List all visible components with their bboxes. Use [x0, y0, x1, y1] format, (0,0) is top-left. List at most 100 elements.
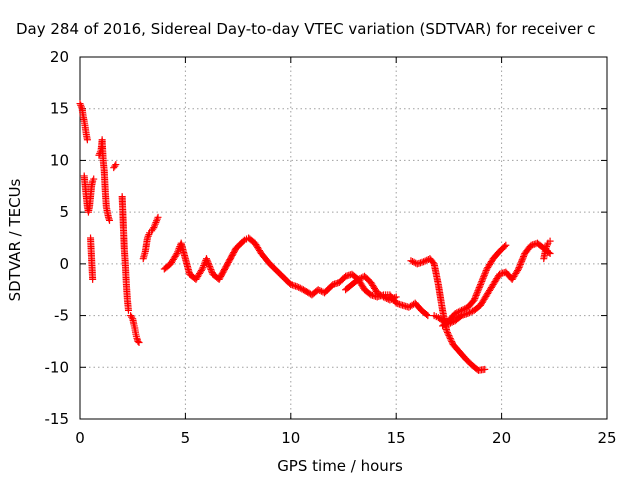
y-axis-label: SDTVAR / TECUs: [6, 178, 24, 301]
data-point: [475, 284, 483, 292]
data-point: [89, 275, 97, 283]
data-point: [453, 309, 461, 317]
data-point: [204, 258, 212, 266]
series-seg-early-mid: [80, 172, 98, 216]
data-point: [516, 262, 524, 270]
data-points: [76, 100, 554, 374]
data-point: [479, 274, 487, 282]
series-seg-2h-descent: [118, 193, 132, 314]
data-point: [514, 265, 522, 273]
data-point: [199, 263, 207, 271]
series-seg-1h: [95, 136, 114, 224]
data-point: [208, 267, 216, 275]
data-point: [439, 317, 447, 325]
data-point: [383, 295, 391, 303]
data-point: [480, 271, 488, 279]
data-point: [451, 310, 459, 318]
data-point: [470, 296, 478, 304]
data-point: [134, 337, 142, 345]
x-tick-labels: 0 5 10 15 20 25: [75, 429, 616, 447]
x-tick-label: 15: [387, 429, 406, 447]
data-point: [482, 268, 490, 276]
y-tick-label: -5: [54, 307, 69, 325]
series-seg-3h: [139, 213, 162, 263]
data-point: [480, 273, 488, 281]
data-point: [465, 309, 473, 317]
data-point: [145, 231, 153, 239]
data-point: [205, 261, 213, 269]
data-point: [295, 283, 303, 291]
data-point: [502, 241, 510, 249]
data-point: [546, 237, 554, 245]
data-point: [389, 295, 397, 303]
y-tick-label: 15: [50, 100, 69, 118]
data-point: [473, 290, 481, 298]
data-point: [124, 306, 132, 314]
data-point: [153, 217, 161, 225]
data-point: [482, 267, 490, 275]
data-point: [472, 291, 480, 299]
series-seg-late-b: [439, 241, 510, 330]
data-point: [440, 318, 448, 326]
x-tick-label: 5: [181, 429, 191, 447]
data-point: [446, 319, 454, 327]
data-point: [407, 257, 415, 265]
y-tick-label: 0: [59, 255, 69, 273]
data-point: [501, 242, 509, 250]
data-point: [442, 318, 450, 326]
data-point: [445, 320, 453, 328]
data-point: [476, 282, 484, 290]
data-point: [206, 264, 214, 272]
data-point: [515, 263, 523, 271]
x-axis-label: GPS time / hours: [277, 457, 403, 475]
data-point: [152, 218, 160, 226]
data-point: [477, 279, 485, 287]
data-point: [448, 338, 456, 346]
data-point: [478, 276, 486, 284]
data-point: [543, 241, 551, 249]
data-point: [514, 267, 522, 275]
data-point: [172, 251, 180, 259]
data-point: [298, 285, 306, 293]
series-seg-early-low: [87, 234, 97, 283]
data-point: [200, 262, 208, 270]
data-point: [391, 294, 399, 302]
data-point: [518, 257, 526, 265]
data-point: [83, 136, 91, 144]
data-point: [446, 333, 454, 341]
data-point: [207, 266, 215, 274]
series-seg-end: [540, 237, 554, 263]
data-point: [464, 310, 472, 318]
data-point: [144, 232, 152, 240]
plot-frame: [79, 56, 608, 420]
data-point: [204, 259, 212, 267]
data-point: [481, 365, 489, 373]
data-point: [135, 338, 143, 346]
data-point: [203, 256, 211, 264]
data-point: [392, 293, 400, 301]
data-point: [153, 215, 161, 223]
data-point: [542, 244, 550, 252]
data-point: [471, 295, 479, 303]
data-point: [296, 284, 304, 292]
data-point: [447, 336, 455, 344]
data-point: [423, 311, 431, 319]
data-point: [106, 216, 114, 224]
data-point: [90, 175, 98, 183]
y-tick-labels: -15 -10 -5 0 5 10 15 20: [45, 48, 70, 428]
data-point: [151, 220, 159, 228]
data-point: [380, 293, 388, 301]
data-point: [111, 162, 119, 170]
data-point: [386, 296, 394, 304]
y-tick-label: 20: [50, 48, 69, 66]
data-point: [198, 265, 206, 273]
data-point: [454, 308, 462, 316]
data-point: [206, 262, 214, 270]
y-tick-label: -10: [45, 358, 70, 376]
data-point: [174, 248, 182, 256]
data-point: [293, 283, 301, 291]
x-tick-label: 25: [597, 429, 616, 447]
data-point: [445, 332, 453, 340]
